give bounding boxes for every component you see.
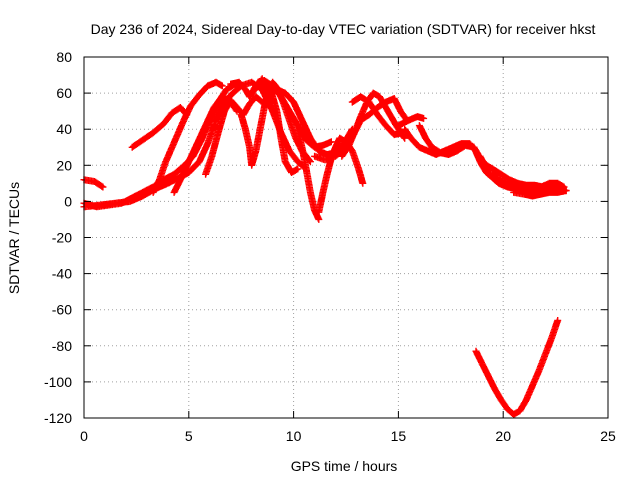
y-tick-label: 0 — [64, 193, 72, 209]
data-points — [258, 80, 302, 176]
y-tick-label: 60 — [56, 85, 72, 101]
data-points — [348, 93, 407, 139]
x-tick-label: 0 — [80, 428, 88, 444]
series-track-05 — [149, 78, 226, 196]
data-points — [394, 113, 428, 130]
series-track-11 — [258, 80, 302, 176]
x-tick-label: 10 — [286, 428, 302, 444]
y-tick-label: -40 — [52, 266, 72, 282]
y-tick-label: -20 — [52, 230, 72, 246]
series-track-25 — [472, 317, 562, 418]
data-series — [80, 75, 570, 418]
axis-ticks: 0 5 10 15 20 25 -120 -100 -80 -60 -40 -20 0 20 40 60 80 — [44, 49, 616, 444]
y-tick-label: 80 — [56, 49, 72, 65]
y-tick-label: -80 — [52, 338, 72, 354]
data-points — [510, 187, 570, 200]
data-points — [472, 317, 562, 418]
data-points — [128, 104, 191, 151]
y-tick-label: 20 — [56, 157, 72, 173]
x-tick-label: 5 — [185, 428, 193, 444]
y-tick-label: -60 — [52, 302, 72, 318]
y-tick-label: -100 — [44, 374, 72, 390]
plot-frame — [83, 56, 609, 419]
series-track-07 — [202, 93, 266, 178]
data-points — [149, 78, 226, 196]
y-axis-label: SDTVAR / TECUs — [6, 182, 22, 294]
data-points — [202, 93, 266, 178]
chart-title: Day 236 of 2024, Sidereal Day-to-day VTE… — [91, 21, 596, 37]
y-tick-label: -120 — [44, 410, 72, 426]
x-tick-label: 20 — [495, 428, 511, 444]
x-tick-label: 25 — [600, 428, 616, 444]
series-track-24 — [510, 187, 570, 200]
grid-lines — [84, 57, 608, 418]
series-track-13 — [294, 125, 323, 223]
series-track-17 — [348, 93, 407, 139]
series-track-04 — [128, 104, 191, 151]
series-track-18 — [394, 113, 428, 130]
y-tick-label: 40 — [56, 121, 72, 137]
data-points — [294, 125, 323, 223]
x-tick-label: 15 — [391, 428, 407, 444]
x-axis-label: GPS time / hours — [291, 458, 398, 474]
